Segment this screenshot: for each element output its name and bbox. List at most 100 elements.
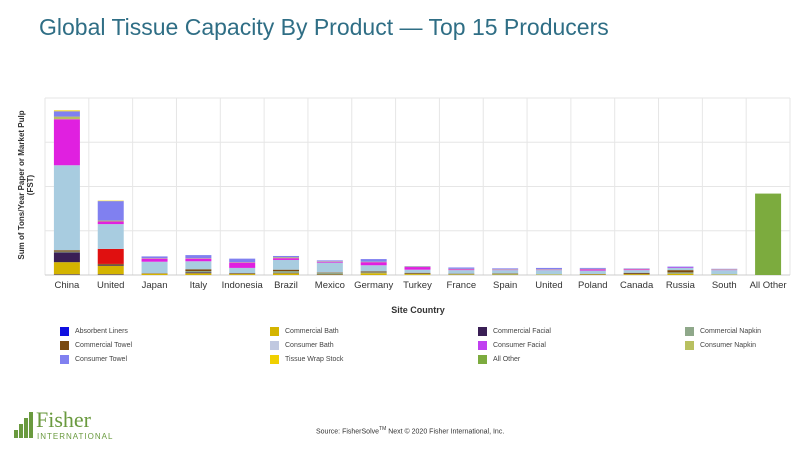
- legend-item: Tissue Wrap Stock: [270, 353, 343, 365]
- bar-segment: [667, 267, 694, 271]
- bar-segment: [97, 220, 124, 222]
- legend-item: Commercial Facial: [478, 325, 551, 337]
- bar-segment: [316, 261, 343, 263]
- x-tick-label: Poland: [578, 280, 608, 291]
- y-axis-label-unit: (FST): [26, 174, 35, 195]
- legend-label: Commercial Napkin: [700, 327, 762, 335]
- legend-swatch: [478, 340, 487, 350]
- chart-bars: [53, 110, 782, 275]
- legend-swatch: [478, 326, 487, 336]
- legend-swatch: [685, 340, 694, 350]
- bar-segment: [229, 267, 256, 274]
- bar-segment: [97, 248, 124, 264]
- legend-label: Consumer Facial: [493, 341, 546, 349]
- legend-label: All Other: [493, 355, 521, 363]
- bar-segment: [141, 256, 168, 259]
- x-tick-label: Germany: [354, 280, 393, 291]
- bar-segment: [535, 270, 562, 275]
- bar-segment: [623, 270, 650, 273]
- legend-label: Commercial Towel: [75, 341, 133, 349]
- bar-segment: [667, 273, 694, 275]
- bar-segment: [53, 111, 80, 117]
- legend-swatch: [60, 354, 69, 364]
- legend-swatch: [60, 326, 69, 336]
- legend-label: Consumer Bath: [285, 341, 334, 349]
- legend-swatch: [685, 326, 694, 336]
- bar-segment: [273, 255, 300, 258]
- x-tick-label: Russia: [666, 280, 696, 291]
- bar-segment: [229, 262, 256, 268]
- bar-segment: [185, 271, 212, 273]
- bar-segment: [755, 193, 782, 275]
- bar-segment: [273, 269, 300, 272]
- bar-segment: [667, 272, 694, 274]
- stacked-bar-chart: China United Japan Italy Indonesia Brazil Mexi…: [17, 97, 791, 315]
- bar-segment: [579, 269, 606, 271]
- bar-segment: [97, 263, 124, 265]
- bar-segment: [711, 270, 738, 275]
- legend-item: Commercial Bath: [270, 325, 339, 337]
- bar-segment: [667, 270, 694, 273]
- bar-segment: [360, 273, 387, 275]
- legend-label: Consumer Towel: [75, 355, 128, 363]
- bar-segment: [448, 269, 475, 271]
- legend-swatch: [60, 340, 69, 350]
- bar-segment: [404, 267, 431, 270]
- x-tick-label: Turkey: [403, 280, 432, 291]
- bar-segment: [185, 261, 212, 270]
- bar-segment: [185, 269, 212, 272]
- bar-segment: [97, 201, 124, 221]
- bar-segment: [97, 264, 124, 266]
- y-axis-label: Sum of Tons/Year Paper or Market Pulp: [17, 110, 26, 259]
- bar-segment: [53, 251, 80, 253]
- bar-segment: [448, 267, 475, 269]
- x-tick-label: Italy: [190, 280, 208, 291]
- legend-label: Commercial Facial: [493, 327, 551, 335]
- x-tick-label: United: [97, 280, 124, 291]
- chart-legend: Absorbent Liners Commercial Bath Commercia…: [60, 325, 780, 370]
- bar-segment: [141, 273, 168, 275]
- bar-segment: [229, 258, 256, 263]
- bar-segment: [667, 266, 694, 268]
- logo-subtitle: INTERNATIONAL: [37, 432, 114, 441]
- bar-segment: [53, 250, 80, 252]
- bar-segment: [316, 272, 343, 275]
- bar-segment: [141, 261, 168, 274]
- bar-segment: [97, 224, 124, 249]
- fisher-logo: Fisher INTERNATIONAL: [14, 408, 124, 444]
- bar-segment: [404, 274, 431, 275]
- x-tick-label: France: [447, 280, 477, 291]
- x-tick-label: Brazil: [274, 280, 298, 291]
- legend-label: Commercial Bath: [285, 327, 339, 335]
- bar-segment: [273, 259, 300, 270]
- fisher-logo-mark-icon: [14, 412, 33, 438]
- source-note: Source: FisherSolveTM Next © 2020 Fisher…: [316, 426, 504, 435]
- bar-segment: [492, 270, 519, 274]
- bar-segment: [316, 260, 343, 262]
- bar-segment: [185, 273, 212, 275]
- bar-segment: [535, 267, 562, 270]
- bar-segment: [53, 119, 80, 166]
- x-tick-label: China: [54, 280, 80, 291]
- legend-item: Consumer Bath: [270, 339, 334, 351]
- source-prefix: Source: FisherSolve: [316, 428, 380, 436]
- bar-segment: [141, 258, 168, 262]
- x-tick-label: All Other: [750, 280, 787, 291]
- bar-segment: [360, 265, 387, 272]
- bar-segment: [579, 267, 606, 269]
- legend-swatch: [270, 326, 279, 336]
- legend-swatch: [478, 354, 487, 364]
- legend-swatch: [270, 354, 279, 364]
- bar-segment: [53, 252, 80, 263]
- bar-segment: [185, 255, 212, 259]
- bar-segment: [448, 270, 475, 274]
- bar-segment: [229, 273, 256, 275]
- bar-segment: [623, 272, 650, 274]
- x-tick-label: Mexico: [315, 280, 345, 291]
- bar-segment: [97, 265, 124, 275]
- bar-segment: [229, 274, 256, 275]
- bar-segment: [185, 258, 212, 262]
- legend-item: Absorbent Liners: [60, 325, 128, 337]
- legend-swatch: [270, 340, 279, 350]
- legend-item: Consumer Towel: [60, 353, 127, 365]
